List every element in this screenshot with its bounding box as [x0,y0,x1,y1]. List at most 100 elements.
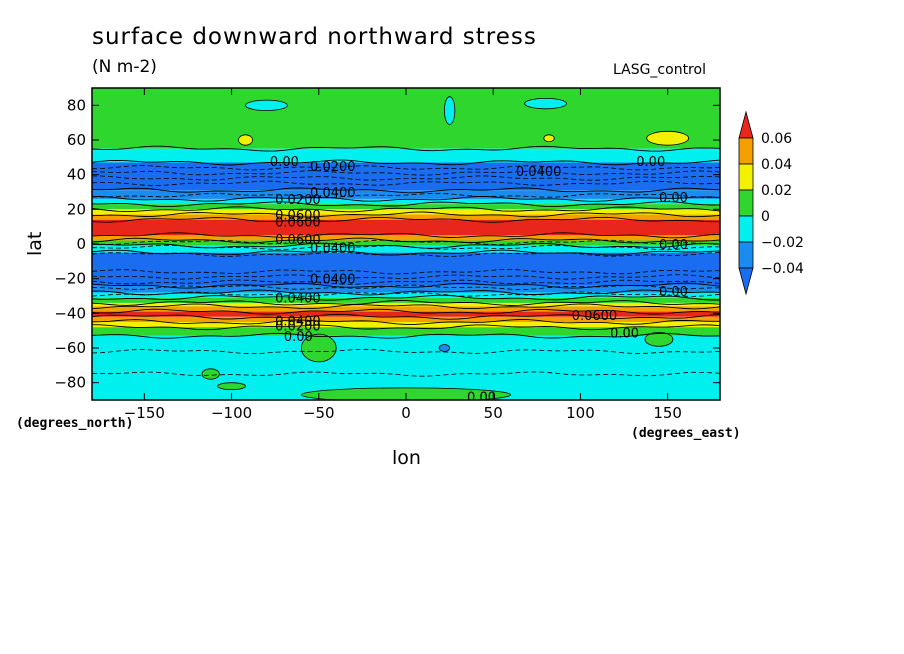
chart-units: (N m-2) [92,57,157,77]
y-tick-label: −40 [54,304,86,322]
contour-dashed-9 [92,274,720,280]
contour-solid-20 [92,324,720,331]
x-tick-label: 100 [566,404,595,422]
x-tick-label: −50 [303,404,335,422]
contour-label-11: 0.00 [659,238,688,253]
contour-solid-19 [92,319,720,325]
chart-title: surface downward northward stress [92,24,537,50]
contour-label-0: 0.00 [270,155,299,170]
band-10 [92,240,720,246]
band-8 [92,219,720,236]
contour-dashed-11 [92,284,720,290]
x-tick-label: 150 [653,404,682,422]
contour-dashed-7 [92,251,720,257]
y-tick-label: −60 [54,339,86,357]
contour-label-1: 0.0200 [310,160,356,175]
contour-solid-5 [92,206,720,213]
contour-label-20: 0.00 [467,391,496,406]
y-tick-label: 60 [67,131,86,149]
contour-dashed-2 [92,175,720,181]
contour-solid-13 [92,289,720,296]
contour-dashed-0 [92,165,720,171]
x-units-note: (degrees_east) [631,426,741,441]
contour-solid-1 [92,159,720,166]
y-tick-label: −80 [54,374,86,392]
contour-solid-14 [92,294,720,301]
contour-solid-11 [92,249,720,256]
contour-dashed-13 [92,348,720,354]
contour-solid-0 [92,145,720,152]
contour-solid-6 [92,211,720,218]
contour-label-17: 0.0600 [572,309,618,324]
contour-solid-21 [92,332,720,339]
patch-0 [245,99,288,111]
colorbar-max-arrow [738,110,754,139]
patch-9 [217,382,246,390]
colorbar-label: 0.06 [761,131,792,147]
contour-dashed-4 [92,193,720,199]
contour-label-14: 0.0400 [275,292,321,307]
band-1 [92,148,720,163]
contour-dashed-5 [92,239,720,245]
contour-label-19: 0.00 [284,330,313,345]
contour-label-5: 0.0200 [275,193,321,208]
colorbar-swatch [738,215,754,243]
band-13 [92,285,720,293]
contour-dashed-3 [92,180,720,186]
contour-solid-12 [92,282,720,289]
band-12 [92,252,720,286]
contour-label-4: 0.0400 [310,186,356,201]
contour-solid-18 [92,313,720,320]
x-axis-label: lon [392,447,421,469]
patch-8 [201,368,220,380]
y-tick-label: 20 [67,200,86,218]
contour-dashed-8 [92,269,720,275]
contour-label-18: 0.00 [610,326,639,341]
contour-label-16: 0.0200 [275,319,321,334]
x-tick-label: −100 [211,404,252,422]
patch-11 [438,344,451,352]
y-tick-label: −20 [54,270,86,288]
band-19 [92,316,720,322]
contour-dashed-12 [92,291,720,297]
band-2 [92,162,720,191]
run-label: LASG_control [613,62,706,78]
patch-5 [543,134,555,143]
contour-label-9: 0.0600 [275,233,321,248]
contour-label-12: 0.0400 [310,273,356,288]
x-tick-label: 0 [401,404,411,422]
patch-3 [646,130,690,146]
y-tick-label: 40 [67,166,86,184]
contour-solid-7 [92,216,720,223]
y-units-note: (degrees_north) [16,416,134,431]
band-14 [92,292,720,298]
patch-1 [443,96,456,125]
band-9 [92,235,720,241]
band-5 [92,204,720,210]
patch-6 [300,333,337,363]
band-7 [92,214,720,220]
band-17 [92,306,720,312]
colorbar-swatch [738,189,754,217]
patch-4 [238,134,253,146]
colorbar-label: −0.04 [761,261,804,277]
band-18 [92,311,720,317]
band-4 [92,198,720,205]
band-6 [92,209,720,215]
contour-label-15: 0.0400 [275,314,321,329]
band-0 [92,88,720,149]
contour-label-6: 0.00 [659,191,688,206]
contour-dashed-10 [92,279,720,285]
contour-solid-8 [92,232,720,239]
band-16 [92,302,720,307]
patch-2 [524,98,567,110]
band-21 [92,327,720,336]
contour-solid-3 [92,195,720,202]
contour-label-13: 0.00 [659,285,688,300]
contour-solid-4 [92,201,720,208]
contour-dashed-1 [92,170,720,176]
contour-solid-17 [92,308,720,315]
x-tick-label: −150 [124,404,165,422]
